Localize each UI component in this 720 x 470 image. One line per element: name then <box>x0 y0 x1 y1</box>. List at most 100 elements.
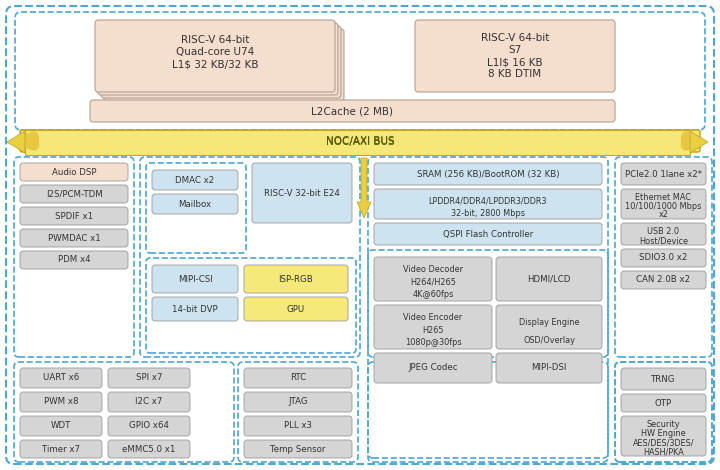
FancyBboxPatch shape <box>20 163 128 181</box>
Text: RISC-V 64-bit: RISC-V 64-bit <box>181 35 249 45</box>
Text: Mailbox: Mailbox <box>179 199 212 209</box>
Text: L2Cache (2 MB): L2Cache (2 MB) <box>311 106 393 116</box>
FancyBboxPatch shape <box>108 368 190 388</box>
Text: 10/100/1000 Mbps: 10/100/1000 Mbps <box>625 202 702 211</box>
Text: HDMI/LCD: HDMI/LCD <box>527 274 571 283</box>
FancyBboxPatch shape <box>152 265 238 293</box>
Text: 8 KB DTIM: 8 KB DTIM <box>488 69 541 79</box>
FancyBboxPatch shape <box>20 130 700 152</box>
Text: SDIO3.0 x2: SDIO3.0 x2 <box>639 253 688 263</box>
Text: PLL x3: PLL x3 <box>284 422 312 431</box>
Text: NOC/AXI BUS: NOC/AXI BUS <box>325 136 395 146</box>
Text: NOC/AXI BUS: NOC/AXI BUS <box>325 137 395 147</box>
FancyBboxPatch shape <box>244 265 348 293</box>
Text: Video Decoder: Video Decoder <box>403 265 463 274</box>
FancyBboxPatch shape <box>108 392 190 412</box>
FancyBboxPatch shape <box>104 29 344 101</box>
FancyArrow shape <box>7 131 25 153</box>
FancyArrow shape <box>690 131 708 153</box>
FancyBboxPatch shape <box>20 251 128 269</box>
FancyBboxPatch shape <box>244 416 352 436</box>
Text: HASH/PKA: HASH/PKA <box>643 447 684 456</box>
FancyBboxPatch shape <box>621 249 706 267</box>
FancyBboxPatch shape <box>20 229 128 247</box>
Text: DMAC x2: DMAC x2 <box>176 175 215 185</box>
FancyBboxPatch shape <box>244 368 352 388</box>
Text: GPIO x64: GPIO x64 <box>129 422 169 431</box>
FancyBboxPatch shape <box>244 440 352 458</box>
Text: RTC: RTC <box>290 374 306 383</box>
Text: JPEG Codec: JPEG Codec <box>408 363 458 373</box>
Text: S7: S7 <box>508 45 521 55</box>
Text: RISC-V 64-bit: RISC-V 64-bit <box>481 33 549 43</box>
Text: QSPI Flash Controller: QSPI Flash Controller <box>443 229 533 238</box>
Text: LPDDR4/DDR4/LPDDR3/DDR3: LPDDR4/DDR4/LPDDR3/DDR3 <box>428 196 547 205</box>
FancyBboxPatch shape <box>374 189 602 219</box>
Text: Quad-core U74: Quad-core U74 <box>176 47 254 57</box>
FancyBboxPatch shape <box>108 440 190 458</box>
FancyBboxPatch shape <box>374 223 602 245</box>
Text: ISP-RGB: ISP-RGB <box>279 274 313 283</box>
FancyBboxPatch shape <box>152 170 238 190</box>
FancyBboxPatch shape <box>244 297 348 321</box>
Text: 32-bit, 2800 Mbps: 32-bit, 2800 Mbps <box>451 209 525 218</box>
Text: PWMDAC x1: PWMDAC x1 <box>48 234 100 243</box>
FancyBboxPatch shape <box>621 163 706 185</box>
Text: HW Engine: HW Engine <box>642 429 686 439</box>
Text: CAN 2.0B x2: CAN 2.0B x2 <box>636 275 690 284</box>
Text: OSD/Overlay: OSD/Overlay <box>523 336 575 345</box>
Text: H264/H265: H264/H265 <box>410 278 456 287</box>
FancyBboxPatch shape <box>496 353 602 383</box>
Text: 4K@60fps: 4K@60fps <box>413 290 454 299</box>
Text: L1I$ 16 KB: L1I$ 16 KB <box>487 57 543 67</box>
FancyBboxPatch shape <box>20 416 102 436</box>
Text: PWM x8: PWM x8 <box>44 398 78 407</box>
Text: eMMC5.0 x1: eMMC5.0 x1 <box>122 445 176 454</box>
Text: JTAG: JTAG <box>288 398 308 407</box>
Text: x2: x2 <box>659 210 668 219</box>
Text: PDM x4: PDM x4 <box>58 256 90 265</box>
FancyBboxPatch shape <box>244 392 352 412</box>
FancyBboxPatch shape <box>20 440 102 458</box>
Text: SPDIF x1: SPDIF x1 <box>55 212 93 220</box>
FancyBboxPatch shape <box>621 368 706 390</box>
FancyBboxPatch shape <box>95 20 335 92</box>
Text: SPI x7: SPI x7 <box>136 374 162 383</box>
Text: UART x6: UART x6 <box>43 374 79 383</box>
FancyBboxPatch shape <box>415 20 615 92</box>
FancyBboxPatch shape <box>152 194 238 214</box>
FancyBboxPatch shape <box>496 305 602 349</box>
FancyBboxPatch shape <box>20 185 128 203</box>
Text: SRAM (256 KB)/BootROM (32 KB): SRAM (256 KB)/BootROM (32 KB) <box>417 170 559 179</box>
Text: L1$ 32 KB/32 KB: L1$ 32 KB/32 KB <box>172 59 258 69</box>
Text: USB 2.0: USB 2.0 <box>647 227 680 236</box>
Text: PCIe2.0 1lane x2*: PCIe2.0 1lane x2* <box>625 170 702 179</box>
Text: 1080p@30fps: 1080p@30fps <box>405 338 462 347</box>
FancyBboxPatch shape <box>252 163 352 223</box>
Text: AES/DES/3DES/: AES/DES/3DES/ <box>633 438 694 447</box>
Text: Display Engine: Display Engine <box>518 318 580 327</box>
Bar <box>25 130 690 155</box>
FancyBboxPatch shape <box>621 416 706 456</box>
Text: Ethernet MAC: Ethernet MAC <box>636 193 691 202</box>
Text: Audio DSP: Audio DSP <box>52 167 96 177</box>
FancyBboxPatch shape <box>108 416 190 436</box>
Text: Temp Sensor: Temp Sensor <box>270 445 325 454</box>
FancyBboxPatch shape <box>20 392 102 412</box>
Text: Host/Device: Host/Device <box>639 236 688 245</box>
FancyBboxPatch shape <box>90 100 615 122</box>
Text: I2C x7: I2C x7 <box>135 398 163 407</box>
Text: 14-bit DVP: 14-bit DVP <box>172 305 218 313</box>
FancyBboxPatch shape <box>152 297 238 321</box>
Text: Video Encoder: Video Encoder <box>403 313 462 322</box>
Text: I2S/PCM-TDM: I2S/PCM-TDM <box>45 189 102 198</box>
Text: OTP: OTP <box>655 399 672 407</box>
Text: GPU: GPU <box>287 305 305 313</box>
FancyBboxPatch shape <box>20 207 128 225</box>
FancyArrow shape <box>357 158 371 218</box>
FancyBboxPatch shape <box>621 189 706 219</box>
FancyBboxPatch shape <box>374 257 492 301</box>
FancyBboxPatch shape <box>621 271 706 289</box>
Text: Security: Security <box>647 420 680 430</box>
FancyBboxPatch shape <box>98 23 338 95</box>
